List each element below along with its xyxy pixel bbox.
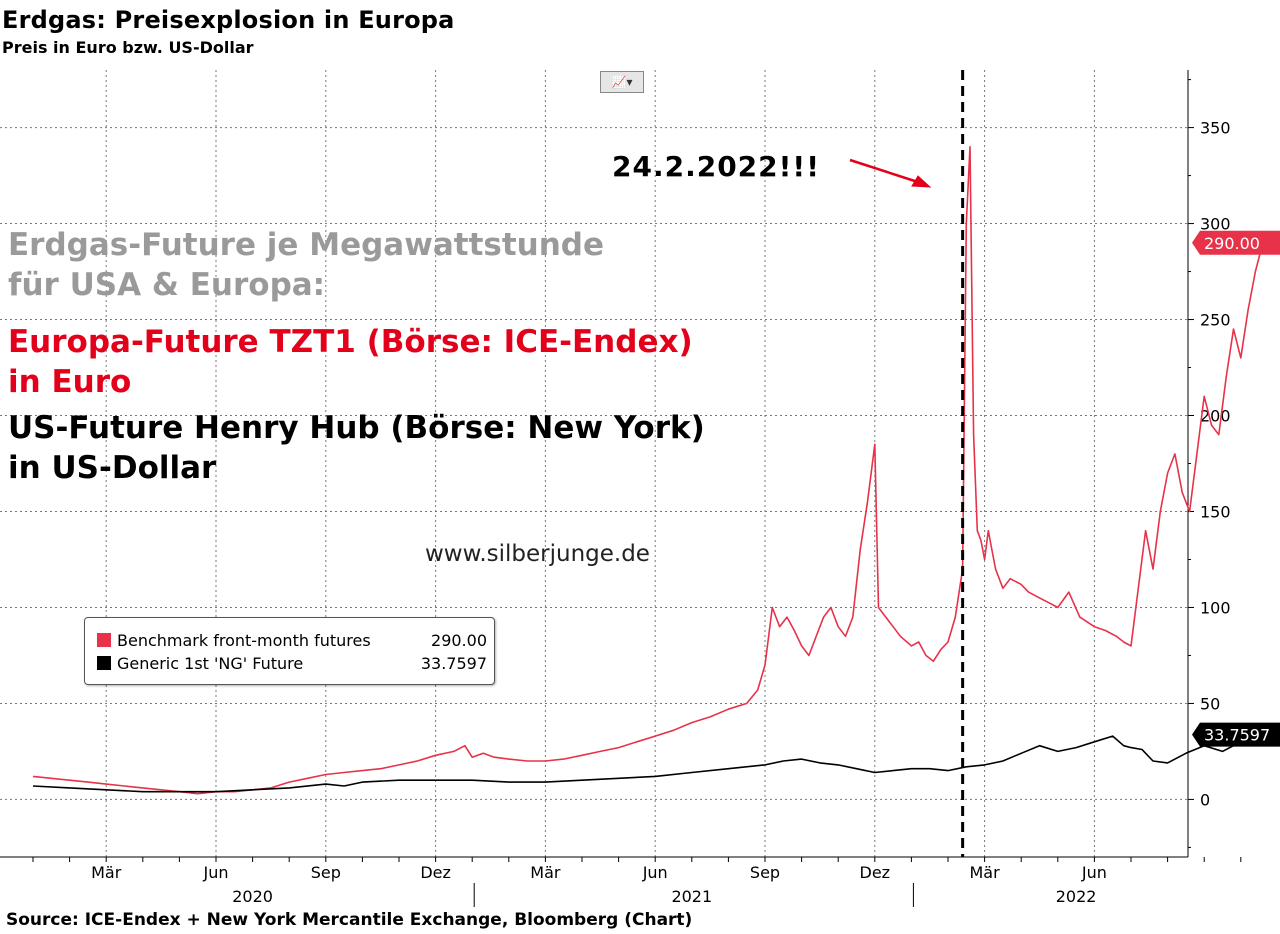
annotation-europe: Europa-Future TZT1 (Börse: ICE-Endex) in… — [8, 322, 693, 402]
x-year-label: 2021 — [671, 887, 712, 906]
legend-value-us: 33.7597 — [420, 653, 487, 673]
x-tick-label: Dez — [420, 863, 451, 882]
y-tick-label: 200 — [1200, 407, 1231, 426]
y-tick-label: 100 — [1200, 598, 1231, 617]
legend-swatch-europe — [97, 633, 111, 647]
annotation-us-line1: US-Future Henry Hub (Börse: New York) — [8, 410, 705, 446]
event-arrow-shaft — [849, 158, 925, 186]
x-tick-label: Jun — [203, 863, 229, 882]
watermark: www.silberjunge.de — [425, 541, 650, 567]
event-arrow-head — [911, 175, 932, 188]
legend-swatch-us — [97, 656, 111, 670]
x-tick-label: Sep — [750, 863, 780, 882]
series-line-us — [32, 733, 1269, 793]
x-tick-label: Jun — [1081, 863, 1107, 882]
grid-lines — [0, 70, 1188, 857]
y-tick-label: 50 — [1200, 694, 1220, 713]
last-value-text: 290.00 — [1204, 234, 1260, 253]
chart-type-button[interactable]: 📈▾ — [600, 71, 644, 93]
x-tick-label: Mär — [970, 863, 1001, 882]
legend-value-europe: 290.00 — [431, 630, 487, 650]
x-tick-label: Mär — [91, 863, 122, 882]
last-value-label-europe: 290.00 — [1192, 230, 1280, 255]
line-chart-icon: 📈▾ — [611, 75, 633, 89]
x-tick-label: Dez — [860, 863, 891, 882]
y-tick-label: 350 — [1200, 119, 1231, 138]
legend-item-europe: Benchmark front-month futures 290.00 — [97, 630, 487, 650]
x-year-label: 2022 — [1056, 887, 1097, 906]
legend: Benchmark front-month futures 290.00 Gen… — [84, 617, 495, 685]
overlay-group: 290.00 33.7597 — [849, 70, 1280, 857]
last-value-text: 33.7597 — [1204, 726, 1270, 745]
chart-title: Erdgas: Preisexplosion in Europa — [2, 6, 455, 34]
annotation-europe-line2: in Euro — [8, 364, 132, 400]
source-note: Source: ICE-Endex + New York Mercantile … — [6, 910, 693, 930]
y-tick-label: 150 — [1200, 502, 1231, 521]
series-group — [32, 146, 1269, 795]
y-tick-label: 300 — [1200, 215, 1231, 234]
event-date-label: 24.2.2022!!! — [612, 150, 820, 183]
annotation-us-line2: in US-Dollar — [8, 450, 217, 486]
series-line-europe — [32, 146, 1269, 795]
last-value-box — [1192, 230, 1280, 255]
legend-label-europe: Benchmark front-month futures — [117, 630, 371, 650]
y-tick-label: 250 — [1200, 311, 1231, 330]
annotation-gray-line2: für USA & Europa: — [8, 267, 326, 303]
annotation-us: US-Future Henry Hub (Börse: New York) in… — [8, 408, 705, 488]
annotation-gray: Erdgas-Future je Megawattstunde für USA … — [8, 225, 604, 305]
x-tick-label: Sep — [311, 863, 341, 882]
x-tick-label: Jun — [642, 863, 668, 882]
last-value-box — [1192, 722, 1280, 747]
x-year-label: 2020 — [232, 887, 273, 906]
annotation-gray-line1: Erdgas-Future je Megawattstunde — [8, 227, 605, 263]
x-tick-label: Mär — [530, 863, 561, 882]
legend-label-us: Generic 1st 'NG' Future — [117, 653, 304, 673]
annotation-europe-line1: Europa-Future TZT1 (Börse: ICE-Endex) — [8, 324, 693, 360]
legend-item-us: Generic 1st 'NG' Future 33.7597 — [97, 653, 487, 673]
y-tick-label: 0 — [1200, 790, 1210, 809]
chart-subtitle: Preis in Euro bzw. US-Dollar — [2, 38, 254, 57]
last-value-label-us: 33.7597 — [1192, 722, 1280, 747]
